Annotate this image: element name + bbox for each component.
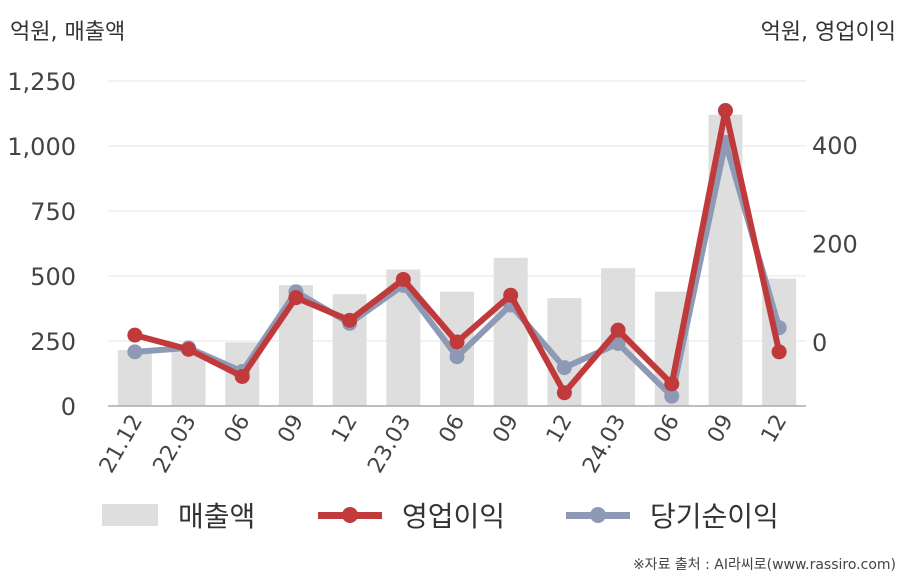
legend-label-revenue: 매출액 bbox=[178, 500, 256, 533]
left-tick-label: 0 bbox=[61, 393, 76, 421]
operating-profit-point bbox=[449, 334, 465, 350]
net-income-point bbox=[610, 335, 626, 351]
operating-profit-point bbox=[503, 287, 519, 303]
left-tick-label: 1,250 bbox=[7, 68, 76, 96]
legend-swatch-revenue bbox=[102, 504, 158, 526]
x-tick-label: 22.03 bbox=[149, 411, 202, 478]
net-income-point bbox=[556, 360, 572, 376]
legend-swatch-operating-profit bbox=[318, 500, 382, 530]
legend-item-operating-profit: 영업이익 bbox=[318, 495, 505, 535]
legend-label-net-income: 당기순이익 bbox=[650, 500, 779, 533]
revenue-bar bbox=[493, 257, 528, 406]
legend: 매출액 영업이익 당기순이익 bbox=[0, 495, 908, 535]
operating-profit-point bbox=[288, 290, 304, 306]
left-tick-label: 250 bbox=[30, 328, 76, 356]
x-tick-label: 12 bbox=[327, 411, 363, 448]
operating-profit-point bbox=[127, 327, 143, 343]
source-note: ※자료 출처 : AI라씨로(www.rassiro.com) bbox=[632, 557, 896, 573]
operating-profit-point bbox=[234, 368, 250, 384]
x-tick-label: 23.03 bbox=[363, 411, 416, 478]
operating-profit-point bbox=[664, 376, 680, 392]
net-income-point bbox=[127, 344, 143, 360]
x-tick-label: 12 bbox=[542, 411, 578, 448]
operating-profit-point bbox=[610, 322, 626, 338]
x-tick-label: 09 bbox=[703, 411, 739, 448]
left-tick-label: 1,000 bbox=[7, 133, 76, 161]
revenue-bar bbox=[171, 351, 206, 406]
x-tick-label: 09 bbox=[488, 411, 524, 448]
x-tick-label: 09 bbox=[273, 411, 309, 448]
right-tick-label: 400 bbox=[812, 132, 858, 160]
operating-profit-point bbox=[181, 341, 197, 357]
x-tick-label: 12 bbox=[757, 411, 793, 448]
right-axis-unit-label: 억원, 영업이익 bbox=[760, 20, 896, 45]
operating-profit-point bbox=[771, 344, 787, 360]
left-tick-label: 500 bbox=[30, 263, 76, 291]
x-tick-label: 06 bbox=[435, 411, 471, 448]
operating-profit-point bbox=[395, 271, 411, 287]
x-tick-label: 06 bbox=[220, 411, 256, 448]
operating-profit-point bbox=[556, 385, 572, 401]
operating-profit-point bbox=[717, 103, 733, 119]
legend-swatch-net-income bbox=[566, 500, 630, 530]
right-tick-label: 200 bbox=[812, 231, 858, 259]
legend-label-operating-profit: 영업이익 bbox=[402, 500, 506, 533]
x-tick-label: 21.12 bbox=[95, 411, 148, 478]
net-income-point bbox=[449, 349, 465, 365]
legend-item-net-income: 당기순이익 bbox=[566, 495, 779, 535]
left-tick-label: 750 bbox=[30, 198, 76, 226]
operating-profit-point bbox=[342, 312, 358, 328]
x-tick-label: 24.03 bbox=[578, 411, 631, 478]
combo-chart: 0 250 500 750 1,000 1,250 0 200 400 21.12 22.03 06 0… bbox=[7, 68, 858, 478]
x-tick-label: 06 bbox=[649, 411, 685, 448]
net-income-point bbox=[664, 388, 680, 404]
right-tick-label: 0 bbox=[812, 329, 827, 357]
legend-item-revenue: 매출액 bbox=[102, 495, 255, 535]
revenue-bar bbox=[117, 350, 152, 406]
left-axis-unit-label: 억원, 매출액 bbox=[10, 20, 126, 45]
